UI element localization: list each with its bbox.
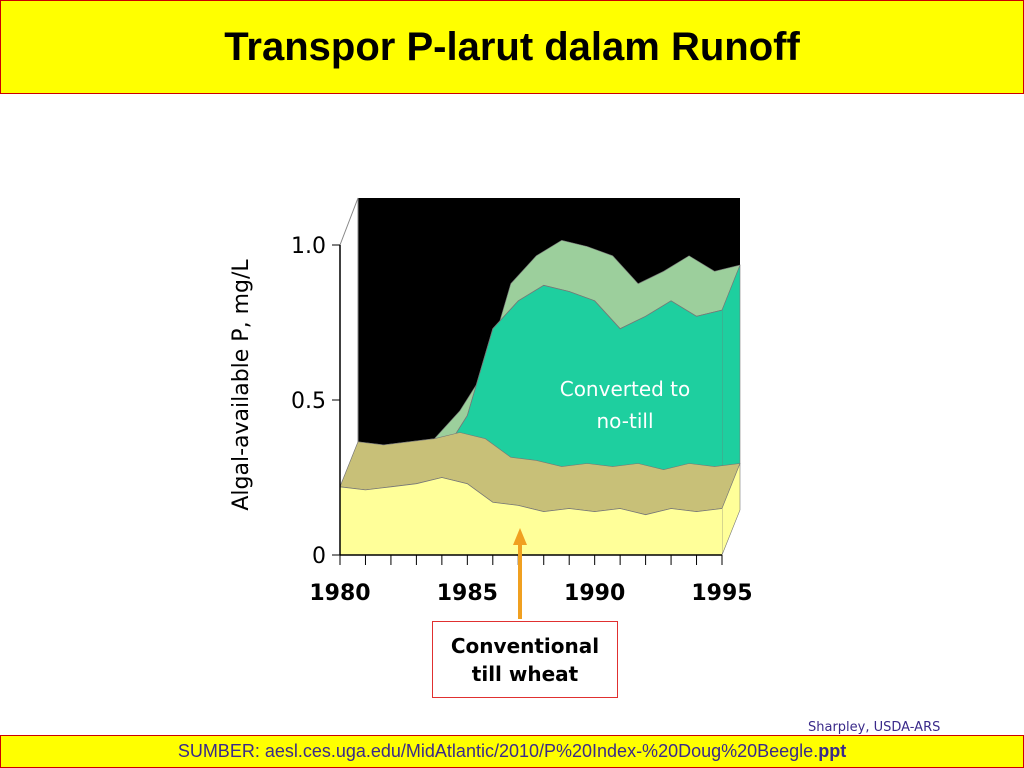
y-axis-label: Algal-available P, mg/L <box>229 259 254 511</box>
slide-title: Transpor P-larut dalam Runoff <box>0 0 1024 94</box>
credit: Sharpley, USDA-ARS <box>808 720 941 735</box>
callout-arrowhead <box>513 528 527 545</box>
area-fill <box>340 285 722 515</box>
y-tick-label: 0.5 <box>291 389 326 414</box>
x-tick-label: 1990 <box>564 581 625 606</box>
source-text: SUMBER: aesl.ces.uga.edu/MidAtlantic/201… <box>177 741 819 761</box>
source: SUMBER: aesl.ces.uga.edu/MidAtlantic/201… <box>0 735 1024 768</box>
x-tick-label: 1980 <box>309 581 370 606</box>
source-ext: ppt <box>818 741 847 761</box>
y-tick-label: 0 <box>312 544 326 569</box>
y-tick-label: 1.0 <box>291 234 326 259</box>
x-tick-label: 1995 <box>691 581 752 606</box>
x-tick-label: 1985 <box>437 581 498 606</box>
area-fill <box>340 477 722 555</box>
series-label: Converted to no-till <box>559 377 691 433</box>
area-edge <box>339 477 723 516</box>
series-callout: Conventional till wheat <box>432 621 618 698</box>
